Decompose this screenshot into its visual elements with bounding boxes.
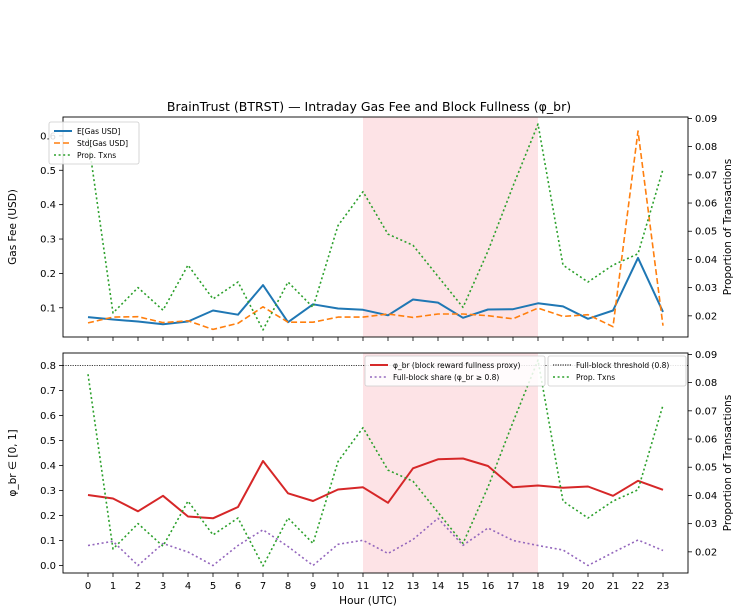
y2-axis-label: Proportion of Transactions — [722, 395, 734, 532]
y-axis-label: φ_br ∈ [0, 1] — [7, 429, 19, 496]
x-tick-label: 0 — [85, 581, 91, 592]
y2-tick-label: 0.04 — [695, 255, 717, 266]
x-tick-label: 16 — [482, 581, 495, 592]
legend-label: Full-block threshold (0.8) — [576, 361, 669, 370]
y-tick-label: 0.5 — [40, 436, 56, 447]
x-tick-label: 15 — [457, 581, 470, 592]
y2-tick-label: 0.05 — [695, 463, 717, 474]
shaded-hours-span — [363, 353, 538, 573]
y-tick-label: 0.1 — [40, 303, 56, 314]
x-tick-label: 5 — [210, 581, 216, 592]
y2-tick-label: 0.08 — [695, 142, 717, 153]
series-line — [87, 517, 664, 567]
x-tick-label: 19 — [557, 581, 570, 592]
y2-tick-label: 0.09 — [695, 114, 717, 125]
legend-label: Prop. Txns — [576, 373, 615, 382]
x-tick-label: 6 — [235, 581, 241, 592]
y-tick-label: 0.0 — [40, 561, 56, 572]
chart-title: BrainTrust (BTRST) — Intraday Gas Fee an… — [167, 99, 571, 114]
y2-tick-label: 0.06 — [695, 435, 717, 446]
x-tick-label: 10 — [332, 581, 345, 592]
x-tick-label: 13 — [407, 581, 420, 592]
x-tick-label: 4 — [185, 581, 191, 592]
y-tick-label: 0.3 — [40, 235, 56, 246]
y-tick-label: 0.2 — [40, 511, 56, 522]
x-tick-label: 7 — [260, 581, 266, 592]
x-axis-label: Hour (UTC) — [339, 595, 397, 607]
x-tick-label: 22 — [632, 581, 645, 592]
legend-box — [364, 355, 546, 387]
x-tick-label: 17 — [507, 581, 520, 592]
y-tick-label: 0.3 — [40, 486, 56, 497]
y-tick-label: 0.4 — [40, 461, 56, 472]
block-fullness-panel: 0.0 0.1 0.2 0.3 0.4 0.5 0.6 0.7 0.8 0.02 0.03 0.04 0… — [7, 350, 734, 592]
legend-box — [547, 355, 687, 387]
gas-fee-panel: 0.1 0.2 0.3 0.4 0.5 0.6 0.02 0.03 0.04 0.05 0.06 0.… — [7, 114, 734, 341]
x-tick-label: 8 — [285, 581, 291, 592]
y2-tick-label: 0.03 — [695, 283, 717, 294]
x-tick-label: 12 — [382, 581, 395, 592]
y-tick-label: 0.7 — [40, 386, 56, 397]
x-tick-label: 18 — [532, 581, 545, 592]
plot-frame — [62, 116, 689, 338]
legend-label: E[Gas USD] — [77, 127, 120, 136]
x-tick-label: 21 — [607, 581, 620, 592]
x-tick-label: 1 — [110, 581, 116, 592]
y2-tick-label: 0.02 — [695, 547, 717, 558]
legend-left: φ_br (block reward fullness proxy) Full-b… — [364, 355, 546, 387]
legend-label: φ_br (block reward fullness proxy) — [393, 361, 521, 370]
legend-label: Prop. Txns — [77, 151, 116, 160]
legend-right: Full-block threshold (0.8) Prop. Txns — [547, 355, 687, 387]
legend-label: Full-block share (φ_br ≥ 0.8) — [393, 373, 499, 382]
y2-tick-label: 0.09 — [695, 350, 717, 361]
y-tick-label: 0.1 — [40, 536, 56, 547]
x-tick-label: 9 — [310, 581, 316, 592]
y2-tick-label: 0.03 — [695, 519, 717, 530]
y-tick-label: 0.2 — [40, 269, 56, 280]
series-line — [87, 457, 664, 520]
y2-tick-label: 0.02 — [695, 311, 717, 322]
y-tick-label: 0.6 — [40, 411, 56, 422]
legend-label: Std[Gas USD] — [77, 139, 128, 148]
x-tick-label: 3 — [160, 581, 166, 592]
x-tick-label: 11 — [357, 581, 370, 592]
y2-axis-label: Proportion of Transactions — [722, 159, 734, 296]
y-tick-label: 0.6 — [40, 131, 56, 142]
y2-tick-label: 0.07 — [695, 170, 717, 181]
y-tick-label: 0.8 — [40, 361, 56, 372]
y-tick-label: 0.5 — [40, 166, 56, 177]
legend-box — [48, 121, 140, 165]
y2-tick-label: 0.05 — [695, 227, 717, 238]
series-line — [87, 130, 664, 331]
x-tick-label: 2 — [135, 581, 141, 592]
y-tick-label: 0.4 — [40, 200, 56, 211]
y2-tick-label: 0.06 — [695, 199, 717, 210]
y2-tick-label: 0.04 — [695, 491, 717, 502]
y-axis-label: Gas Fee (USD) — [7, 189, 19, 265]
shaded-hours-span — [363, 117, 538, 337]
x-tick-label: 20 — [582, 581, 595, 592]
y2-tick-label: 0.08 — [695, 378, 717, 389]
x-tick-label: 14 — [432, 581, 445, 592]
plot-frame — [62, 352, 689, 574]
legend: E[Gas USD] Std[Gas USD] Prop. Txns — [48, 121, 140, 165]
series-line — [87, 256, 664, 326]
x-tick-label: 23 — [657, 581, 670, 592]
y2-tick-label: 0.07 — [695, 406, 717, 417]
